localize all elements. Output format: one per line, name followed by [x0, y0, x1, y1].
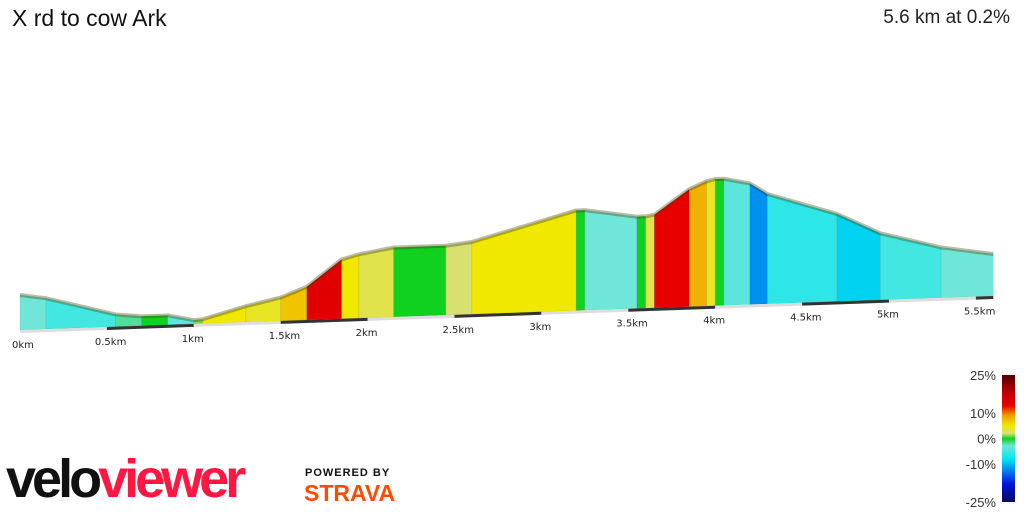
distance-scale-bar — [715, 302, 803, 309]
gradient-segment — [636, 216, 646, 309]
distance-scale-bar — [19, 326, 107, 333]
legend-colorbar — [1002, 375, 1015, 502]
gradient-segment — [749, 182, 768, 305]
x-tick-label: 0km — [12, 340, 34, 351]
gradient-segment — [706, 178, 716, 307]
x-tick-label: 3km — [529, 322, 551, 333]
gradient-segment — [584, 209, 638, 311]
distance-scale-bar — [106, 323, 194, 330]
strava-logo: STRAVA — [304, 480, 396, 506]
legend-label: 25% — [970, 368, 996, 383]
gradient-segment — [341, 253, 360, 320]
distance-scale-bar — [280, 317, 368, 324]
gradient-segment — [358, 247, 394, 319]
gradient-segment — [940, 247, 994, 299]
distance-scale-bar — [628, 305, 716, 312]
x-tick-label: 2km — [356, 328, 378, 339]
x-tick-label: 1.5km — [269, 331, 300, 342]
distance-scale-bar — [802, 299, 890, 306]
gradient-segment — [575, 209, 586, 311]
gradient-segment — [767, 193, 838, 305]
gradient-segment — [445, 241, 473, 316]
gradient-segment — [688, 180, 707, 307]
distance-scale-bar — [975, 295, 994, 300]
x-tick-label: 0.5km — [95, 337, 126, 348]
logo-viewer: viewer — [98, 449, 246, 509]
x-tick-label: 5km — [877, 310, 899, 321]
legend-label: -25% — [966, 495, 997, 510]
distance-scale-bar — [367, 314, 455, 321]
powered-by-label: POWERED BY — [305, 467, 391, 479]
distance-scale-bar — [888, 296, 976, 303]
gradient-segment — [723, 178, 751, 306]
x-tick-label: 1km — [182, 334, 204, 345]
route-title: X rd to cow Ark — [12, 5, 167, 31]
x-tick-label: 4km — [703, 316, 725, 327]
veloviewer-logo: veloviewer — [6, 449, 246, 509]
profile-top-edge — [19, 176, 994, 323]
logo-velo: velo — [6, 449, 102, 509]
x-tick-label: 5.5km — [964, 307, 995, 318]
x-tick-label: 2.5km — [443, 325, 474, 336]
gradient-segment — [654, 188, 690, 309]
gradient-segment — [645, 214, 655, 309]
distance-scale-bar — [541, 308, 629, 315]
gradient-segment — [714, 178, 725, 307]
gradient-segment — [393, 245, 447, 318]
gradient-segment — [45, 297, 116, 330]
legend-label: 10% — [970, 406, 996, 421]
x-tick-label: 3.5km — [616, 319, 647, 330]
gradient-segment — [836, 213, 881, 302]
route-summary: 5.6 km at 0.2% — [883, 7, 1010, 28]
gradient-segment — [471, 210, 577, 315]
distance-scale-bar — [193, 320, 281, 327]
legend-label: -10% — [966, 457, 997, 472]
x-tick-label: 4.5km — [790, 313, 821, 324]
legend-label: 0% — [977, 432, 996, 447]
gradient-segment — [19, 294, 47, 331]
gradient-segment — [306, 258, 342, 321]
distance-scale-bar — [454, 311, 542, 318]
